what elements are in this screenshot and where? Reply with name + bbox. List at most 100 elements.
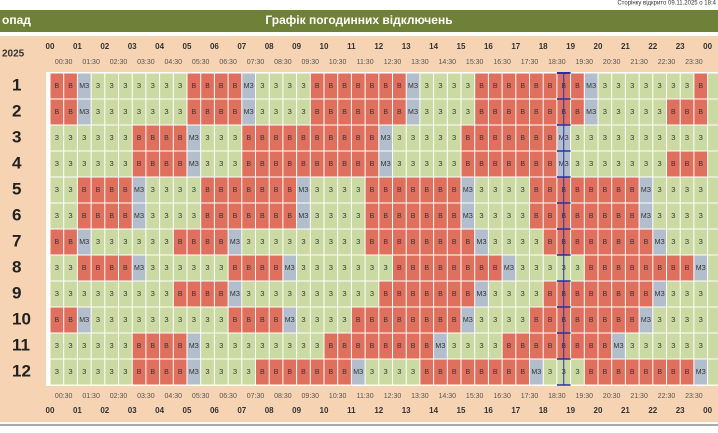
cell [406, 125, 420, 151]
cell [132, 125, 146, 151]
cell-label: В [287, 187, 292, 194]
cell-label: В [68, 239, 73, 246]
cell-label: В [479, 369, 484, 376]
cell-label: В [630, 369, 635, 376]
cell-label: З [110, 83, 114, 90]
cell-label: З [96, 291, 100, 298]
cell-label: З [384, 265, 388, 272]
cell [201, 151, 214, 177]
cell-label: З [507, 239, 511, 246]
cell [598, 255, 612, 281]
cell-label: В [356, 317, 361, 324]
cell-label: В [274, 135, 279, 142]
cell [297, 281, 310, 307]
half-hour-label: 10:30 [329, 59, 347, 66]
cell-label: З [110, 291, 114, 298]
cell [146, 307, 160, 333]
cell [406, 307, 420, 333]
cell-label: В [397, 109, 402, 116]
cell [543, 73, 557, 99]
cell [119, 73, 132, 99]
cell-label: В [96, 187, 101, 194]
cell [639, 151, 653, 177]
cell-label: В [205, 109, 210, 116]
next-day-cell [708, 307, 718, 333]
cell-label: З [123, 239, 127, 246]
cell [324, 203, 338, 229]
cell [584, 359, 598, 385]
cell-label: В [246, 317, 251, 324]
cell-label: МЗ [230, 291, 240, 298]
cell-label: В [630, 213, 635, 220]
cell [187, 229, 201, 255]
cell-label: В [68, 109, 73, 116]
cell [77, 307, 91, 333]
cell-label: В [466, 239, 471, 246]
hour-label: 04 [155, 42, 164, 51]
cell [310, 73, 324, 99]
cell-label: В [466, 265, 471, 272]
cell-label: В [589, 239, 594, 246]
cell-label: З [342, 317, 346, 324]
cell [160, 125, 173, 151]
cell [256, 333, 269, 359]
cell-label: МЗ [353, 369, 363, 376]
cell-label: В [575, 239, 580, 246]
cell-label: З [164, 83, 168, 90]
cell-label: МЗ [641, 213, 651, 220]
half-hour-label: 07:30 [247, 59, 265, 66]
cell [119, 281, 132, 307]
cell [516, 255, 529, 281]
cell-label: З [644, 161, 648, 168]
cell-label: З [233, 343, 237, 350]
cell [256, 125, 269, 151]
cell-label: З [329, 187, 333, 194]
cell [447, 333, 461, 359]
cell-label: З [233, 161, 237, 168]
cell-label: З [164, 213, 168, 220]
cell [406, 99, 420, 125]
cell-label: З [699, 187, 703, 194]
cell [338, 359, 351, 385]
cell-label: МЗ [614, 343, 624, 350]
cell-label: З [493, 187, 497, 194]
cell-label: В [589, 265, 594, 272]
cell-label: В [370, 317, 375, 324]
cell [160, 73, 173, 99]
cell [242, 99, 255, 125]
cell [612, 255, 625, 281]
cell [64, 99, 77, 125]
cell [297, 229, 310, 255]
cell-label: МЗ [134, 187, 144, 194]
hour-label: 06 [210, 42, 219, 51]
cell [667, 177, 680, 203]
cell-label: З [288, 83, 292, 90]
cell-label: В [479, 109, 484, 116]
cell [146, 177, 160, 203]
cell [256, 359, 269, 385]
cell [351, 255, 365, 281]
cell-label: З [55, 265, 59, 272]
cell-label: В [603, 369, 608, 376]
cell [461, 333, 475, 359]
cell [242, 125, 255, 151]
cell-label: В [274, 317, 279, 324]
cell [132, 359, 146, 385]
cell [256, 281, 269, 307]
cell-label: В [534, 343, 539, 350]
cell-label: З [589, 161, 593, 168]
cell [461, 229, 475, 255]
cell-label: В [109, 187, 114, 194]
cell [338, 151, 351, 177]
cell-label: В [397, 187, 402, 194]
cell-label: В [685, 161, 690, 168]
cell-label: МЗ [79, 109, 89, 116]
cell-label: З [452, 83, 456, 90]
cell [160, 359, 173, 385]
hour-label: 20 [594, 406, 603, 415]
cell [283, 151, 297, 177]
cell [160, 307, 173, 333]
cell-label: В [424, 343, 429, 350]
cell-label: МЗ [696, 369, 706, 376]
cell [406, 73, 420, 99]
